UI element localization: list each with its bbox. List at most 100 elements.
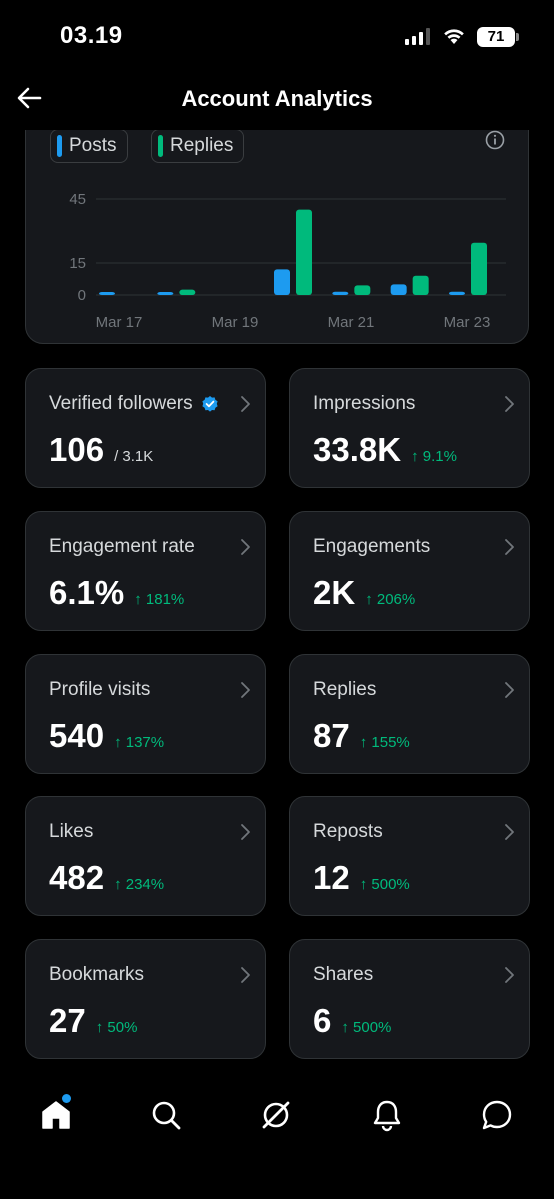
chevron-right-icon [241,682,250,698]
chevron-right-icon [241,824,250,840]
stat-change: ↑ 9.1% [411,448,457,465]
grok-icon[interactable] [258,1097,294,1133]
stat-label-text: Profile visits [49,679,151,700]
battery-tip [516,33,519,41]
stat-card[interactable]: Reposts 12 ↑ 500% [289,796,530,916]
battery-icon: 71 [477,27,515,47]
stat-change: ↑ 155% [359,734,410,751]
message-icon[interactable] [479,1097,515,1133]
stat-label: Verified followers [49,393,219,415]
x-tick-label: Mar 19 [212,314,259,331]
stat-change: ↑ 181% [134,591,185,608]
stat-label-text: Verified followers [49,393,193,414]
stat-card[interactable]: Bookmarks 27 ↑ 50% [25,939,266,1059]
verified-badge-icon [202,396,218,412]
stat-label: Impressions [313,393,415,415]
posts-bar[interactable] [332,291,349,295]
posts-bar[interactable] [99,292,115,295]
stat-total: / 3.1K [114,448,154,465]
stat-value-row: 12 ↑ 500% [313,859,410,897]
stat-value: 33.8K [313,431,402,468]
chevron-right-icon [241,396,250,412]
stat-value: 540 [49,717,105,754]
posts-bar[interactable] [390,284,407,295]
stat-value: 6 [313,1002,332,1039]
bell-icon[interactable] [369,1097,405,1133]
replies-bar[interactable] [412,275,429,295]
stat-label: Replies [313,679,376,701]
stat-card[interactable]: Profile visits 540 ↑ 137% [25,654,266,774]
signal-icon [405,27,430,45]
replies-bar[interactable] [179,289,196,295]
activity-chart: 0 15 45 Mar 17 Mar 19 Mar 21 Mar 23 [69,191,506,331]
page-title: Account Analytics [181,86,373,111]
stat-value: 106 [49,431,105,468]
y-tick-label: 15 [69,255,86,272]
stat-change: ↑ 234% [114,876,165,893]
stat-value-row: 6.1% ↑ 181% [49,574,184,612]
stat-value-row: 106 / 3.1K [49,431,153,469]
back-arrow-icon[interactable] [14,82,46,114]
activity-chart-card: 0 15 45 Mar 17 Mar 19 Mar 21 Mar 23 Posts Repl… [25,110,529,344]
stat-label: Likes [49,821,93,843]
stat-label-text: Engagements [313,536,431,557]
stat-card[interactable]: Verified followers 106 / 3.1K [25,368,266,488]
stat-label: Profile visits [49,679,150,701]
y-tick-label: 45 [69,191,86,208]
chevron-right-icon [241,539,250,555]
chevron-right-icon [505,396,514,412]
header: Account Analytics [0,70,554,130]
stat-label-text: Reposts [313,821,383,842]
posts-bar[interactable] [449,291,465,295]
replies-bar[interactable] [354,285,371,295]
legend-posts-label: Posts [69,135,117,156]
stat-value: 6.1% [49,574,125,611]
stat-card[interactable]: Replies 87 ↑ 155% [289,654,530,774]
stat-card[interactable]: Engagements 2K ↑ 206% [289,511,530,631]
stat-label-text: Replies [313,679,377,700]
stat-change: ↑ 50% [95,1019,138,1036]
chevron-right-icon [241,967,250,983]
x-tick-label: Mar 17 [96,314,143,331]
stat-value: 482 [49,859,105,896]
stat-card[interactable]: Engagement rate 6.1% ↑ 181% [25,511,266,631]
stat-label-text: Bookmarks [49,964,145,985]
x-tick-label: Mar 21 [328,314,375,331]
posts-bar[interactable] [157,292,174,295]
legend-replies[interactable]: Replies [151,129,245,163]
status-bar: 03.19 71 [0,0,554,70]
stat-value-row: 87 ↑ 155% [313,717,410,755]
stat-card[interactable]: Likes 482 ↑ 234% [25,796,266,916]
stat-value-row: 27 ↑ 50% [49,1002,137,1040]
stat-value: 87 [313,717,350,754]
stat-value-row: 2K ↑ 206% [313,574,415,612]
stat-value-row: 482 ↑ 234% [49,859,164,897]
replies-bar[interactable] [471,242,487,295]
legend-replies-swatch [158,135,163,157]
legend-replies-label: Replies [170,135,234,156]
x-tick-label: Mar 23 [444,314,491,331]
legend-posts[interactable]: Posts [50,129,128,163]
status-time: 03.19 [60,22,123,49]
stat-label: Engagement rate [49,536,195,558]
stat-value-row: 33.8K ↑ 9.1% [313,431,457,469]
chevron-right-icon [505,682,514,698]
home-notification-dot [62,1094,71,1103]
stat-label-text: Engagement rate [49,536,195,557]
stat-label: Bookmarks [49,964,144,986]
replies-bar[interactable] [296,209,312,295]
stat-value: 12 [313,859,350,896]
info-icon[interactable] [485,130,505,150]
chevron-right-icon [505,967,514,983]
stat-value-row: 6 ↑ 500% [313,1002,391,1040]
stat-card[interactable]: Impressions 33.8K ↑ 9.1% [289,368,530,488]
search-icon[interactable] [148,1097,184,1133]
stat-card[interactable]: Shares 6 ↑ 500% [289,939,530,1059]
home-icon[interactable] [38,1097,74,1133]
stat-change: ↑ 500% [359,876,410,893]
stat-value: 2K [313,574,356,611]
posts-bar[interactable] [274,269,290,295]
stat-label: Engagements [313,536,430,558]
bottom-tab-bar [0,1075,554,1199]
stat-label-text: Likes [49,821,94,842]
